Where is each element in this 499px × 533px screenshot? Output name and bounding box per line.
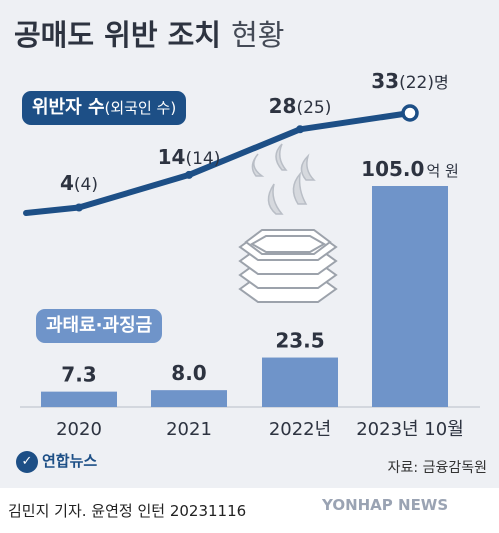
line-value-label: 14(14) [158, 145, 221, 169]
brand-logo: ✓ 연합뉴스 [16, 450, 97, 473]
source-note: 자료: 금융감독원 [387, 460, 487, 476]
bar [41, 391, 117, 407]
violators-line [76, 110, 413, 211]
line-value-label: 28(25) [269, 94, 332, 118]
line-point [185, 170, 193, 179]
bar-value-label: 23.5 [275, 329, 324, 353]
x-tick-label: 2021 [166, 419, 212, 440]
bar-value-label: 105.0 억 원 [361, 157, 459, 181]
credit-line: 김민지 기자. 윤연정 인턴 20231116 [8, 502, 247, 520]
line-point [296, 125, 304, 134]
bar-value-label: 8.0 [171, 361, 206, 385]
money-stack-burning-icon [238, 143, 338, 303]
bar-value-label: 7.3 [61, 363, 96, 387]
bar-series-legend: 과태료·과징금 [36, 309, 163, 343]
line-value-label: 33(22)명 [371, 69, 448, 93]
bar-unit-label: 억 원 [426, 162, 458, 180]
x-tick-label: 2023년 10월 [356, 419, 464, 440]
x-tick-label: 2022년 [269, 419, 331, 440]
bar [262, 357, 338, 407]
bar [151, 390, 227, 407]
line-point [401, 104, 419, 122]
page-title: 공매도 위반 조치 현황 [14, 18, 285, 52]
watermark: YONHAP NEWS [322, 496, 449, 514]
line-value-label: 4(4) [60, 171, 98, 195]
line-unit-label: 명 [434, 73, 449, 92]
footer-bar [0, 488, 499, 533]
line-series-legend: 위반자 수(외국인 수) [22, 91, 187, 125]
bar [372, 186, 448, 407]
line-lead-in [23, 204, 82, 216]
x-tick-label: 2020 [56, 419, 102, 440]
line-point [75, 203, 83, 212]
yonhap-logo-icon: ✓ [16, 450, 38, 473]
